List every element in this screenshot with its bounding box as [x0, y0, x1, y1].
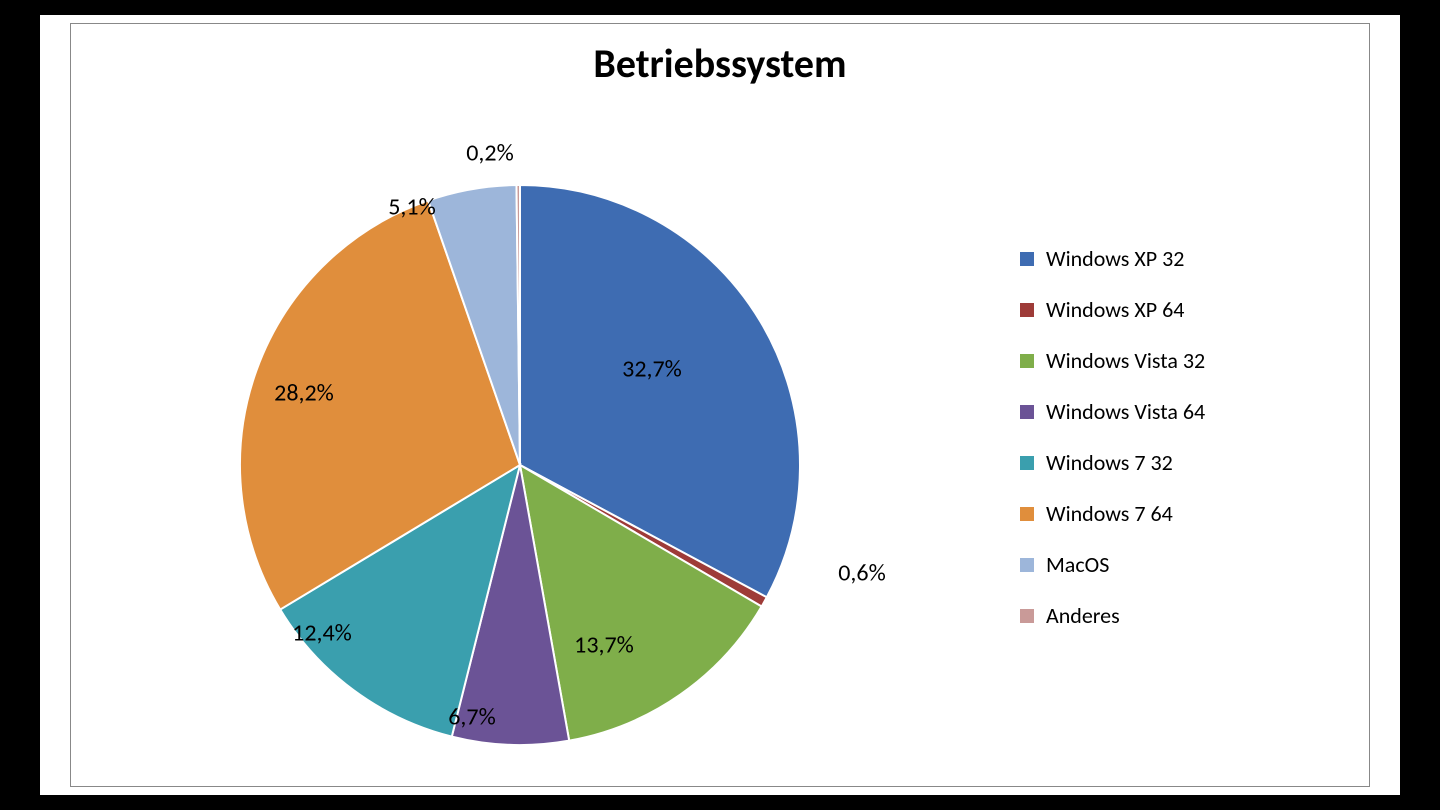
legend-item: Windows 7 32: [1020, 449, 1330, 476]
legend-label: Windows XP 64: [1046, 296, 1184, 323]
legend-swatch: [1020, 456, 1034, 470]
legend-item: MacOS: [1020, 551, 1330, 578]
legend-swatch: [1020, 558, 1034, 572]
slice-value-label: 13,7%: [574, 631, 634, 660]
slice-value-label: 0,2%: [466, 139, 513, 168]
legend-item: Windows XP 32: [1020, 245, 1330, 272]
legend-label: Windows 7 32: [1046, 449, 1173, 476]
legend-item: Windows Vista 32: [1020, 347, 1330, 374]
pie-svg: [220, 165, 820, 765]
legend-item: Windows XP 64: [1020, 296, 1330, 323]
legend-label: Windows Vista 32: [1046, 347, 1205, 374]
pie-area: 32,7%0,6%13,7%6,7%12,4%28,2%5,1%0,2%: [220, 165, 820, 765]
slice-value-label: 12,4%: [292, 619, 352, 648]
chart-title: Betriebssystem: [40, 39, 1400, 88]
slice-value-label: 28,2%: [274, 379, 334, 408]
slice-value-label: 5,1%: [388, 193, 435, 222]
legend-swatch: [1020, 507, 1034, 521]
legend-swatch: [1020, 303, 1034, 317]
slice-value-label: 0,6%: [838, 559, 885, 588]
legend: Windows XP 32 Windows XP 64 Windows Vista …: [1020, 245, 1330, 653]
legend-label: Windows XP 32: [1046, 245, 1184, 272]
chart-frame: Betriebssystem 32,7% 0,6% 13,7% 6,7% 12,4% 28…: [40, 15, 1400, 795]
legend-item: Windows Vista 64: [1020, 398, 1330, 425]
legend-swatch: [1020, 252, 1034, 266]
legend-swatch: [1020, 405, 1034, 419]
legend-label: Windows Vista 64: [1046, 398, 1205, 425]
legend-item: Anderes: [1020, 602, 1330, 629]
legend-label: MacOS: [1046, 551, 1109, 578]
legend-swatch: [1020, 354, 1034, 368]
slice-value-label: 6,7%: [448, 703, 495, 732]
legend-swatch: [1020, 609, 1034, 623]
legend-item: Windows 7 64: [1020, 500, 1330, 527]
slice-value-label: 32,7%: [622, 355, 682, 384]
legend-label: Anderes: [1046, 602, 1120, 629]
legend-label: Windows 7 64: [1046, 500, 1173, 527]
